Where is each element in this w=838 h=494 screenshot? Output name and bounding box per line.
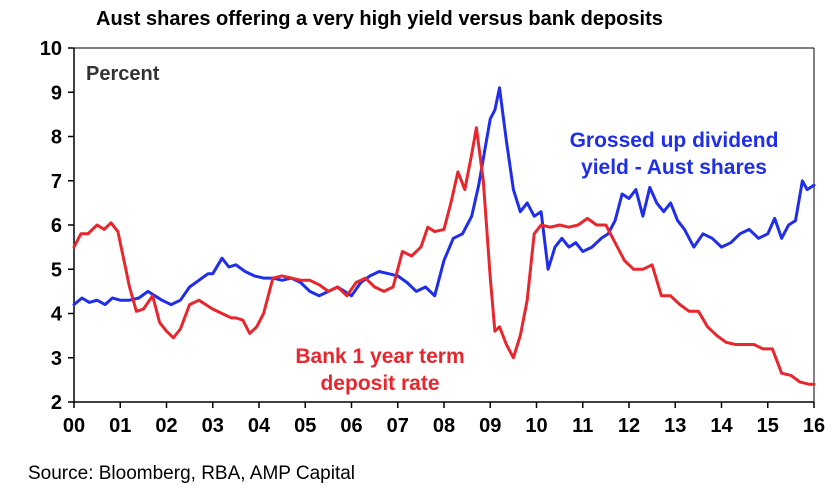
y-tick-label: 7 xyxy=(51,171,62,193)
dividend-yield-line xyxy=(72,86,816,307)
y-tick-label: 8 xyxy=(51,127,62,149)
x-tick-label: 07 xyxy=(387,415,409,437)
x-tick-label: 01 xyxy=(109,415,131,437)
dividend-yield-label-line-2: yield - Aust shares xyxy=(581,156,767,179)
x-tick-label: 15 xyxy=(757,415,779,437)
x-tick-label: 04 xyxy=(248,415,271,437)
term-deposit-label-line-1: Bank 1 year term xyxy=(295,345,464,368)
source-note: Source: Bloomberg, RBA, AMP Capital xyxy=(28,463,356,484)
x-tick-label: 03 xyxy=(202,415,224,437)
y-tick-label: 9 xyxy=(51,82,62,104)
x-tick-label: 08 xyxy=(433,415,455,437)
x-tick-label: 13 xyxy=(664,415,686,437)
x-tick-label: 09 xyxy=(479,415,501,437)
y-tick-label: 5 xyxy=(51,259,62,281)
term-deposit-line xyxy=(72,126,816,386)
chart-title: Aust shares offering a very high yield v… xyxy=(96,8,663,30)
dividend-yield-label-line-1: Grossed up dividend xyxy=(570,129,779,152)
x-tick-label: 02 xyxy=(155,415,177,437)
x-tick-label: 10 xyxy=(525,415,547,437)
annotations: Percent Grossed up dividend yield - Aust s… xyxy=(86,63,778,395)
x-tick-label: 14 xyxy=(710,415,733,437)
y-tick-label: 10 xyxy=(40,38,62,60)
y-tick-label: 2 xyxy=(51,392,62,414)
percent-label: Percent xyxy=(86,63,160,85)
x-tick-label: 00 xyxy=(63,415,85,437)
y-tick-label: 4 xyxy=(51,304,63,326)
y-tick-label: 3 xyxy=(51,348,62,370)
x-tick-label: 05 xyxy=(294,415,316,437)
x-tick-label: 06 xyxy=(340,415,362,437)
x-tick-label: 16 xyxy=(803,415,825,437)
series-lines xyxy=(72,86,816,386)
axes: 2 3 4 5 6 7 8 9 10 00 01 02 03 04 05 06 07 08 09 10 11 12 13 14… xyxy=(40,38,825,437)
y-tick-label: 6 xyxy=(51,215,62,237)
x-tick-label: 12 xyxy=(618,415,640,437)
x-tick-label: 11 xyxy=(572,415,593,437)
term-deposit-label-line-2: deposit rate xyxy=(320,372,439,395)
